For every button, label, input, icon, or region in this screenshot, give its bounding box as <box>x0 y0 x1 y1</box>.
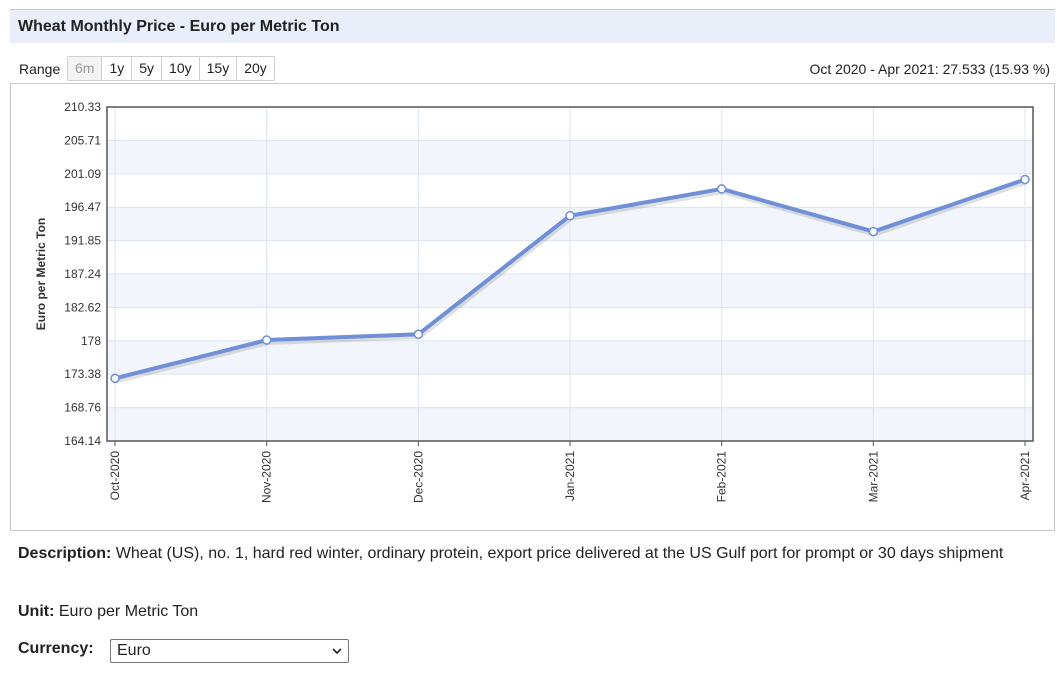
range-label: Range <box>19 61 61 77</box>
x-tick-label: Apr-2021 <box>1018 451 1032 501</box>
currency-select-value: Euro <box>117 642 151 659</box>
chart-frame: 164.14 168.76 173.38 178 182.62 187.24 191.85 1… <box>10 83 1055 531</box>
currency-row: Currency: Euro <box>18 639 349 663</box>
range-10y-button[interactable]: 10y <box>162 57 200 80</box>
y-tick-label: 201.09 <box>64 167 101 181</box>
title-bar: Wheat Monthly Price - Euro per Metric To… <box>10 9 1055 43</box>
y-tick-label: 168.76 <box>64 401 101 415</box>
y-tick-label: 205.71 <box>64 133 101 147</box>
description-label: Description: <box>18 545 112 562</box>
range-15y-button[interactable]: 15y <box>199 57 238 80</box>
y-tick-label: 182.62 <box>64 300 101 314</box>
chevron-down-icon <box>332 648 342 654</box>
data-point <box>413 329 424 340</box>
y-tick-label: 164.14 <box>64 434 101 448</box>
y-tick-label: 187.24 <box>64 267 101 281</box>
data-point <box>261 335 272 345</box>
y-tick-label: 191.85 <box>64 234 101 248</box>
range-1y-button[interactable]: 1y <box>102 57 133 80</box>
unit-text: Euro per Metric Ton <box>54 603 199 620</box>
x-tick-label: Feb-2021 <box>715 451 729 503</box>
x-tick-label: Mar-2021 <box>866 451 880 503</box>
unit: Unit: Euro per Metric Ton <box>18 603 198 621</box>
range-6m-button[interactable]: 6m <box>68 57 103 80</box>
y-tick-label: 173.38 <box>64 367 101 381</box>
range-5y-button[interactable]: 5y <box>132 57 163 80</box>
y-tick-label: 196.47 <box>64 200 101 214</box>
range-button-group: 6m 1y 5y 10y 15y 20y <box>67 56 275 81</box>
y-tick-label: 210.33 <box>64 100 101 114</box>
page-title: Wheat Monthly Price - Euro per Metric To… <box>18 18 340 35</box>
range-summary: Oct 2020 - Apr 2021: 27.533 (15.93 %) <box>809 61 1051 77</box>
x-tick-label: Dec-2020 <box>411 451 425 503</box>
description: Description: Wheat (US), no. 1, hard red… <box>18 541 1038 566</box>
data-point <box>110 373 120 384</box>
y-axis-title: Euro per Metric Ton <box>34 218 48 330</box>
currency-select[interactable]: Euro <box>110 639 349 663</box>
x-tick-label: Nov-2020 <box>260 451 274 503</box>
data-point <box>1020 174 1030 185</box>
description-text: Wheat (US), no. 1, hard red winter, ordi… <box>111 545 1004 562</box>
range-20y-button[interactable]: 20y <box>237 57 274 80</box>
x-tick-label: Oct-2020 <box>108 451 122 501</box>
x-tick-label: Jan-2021 <box>563 451 577 501</box>
currency-label: Currency: <box>18 640 94 657</box>
range-selector: Range 6m 1y 5y 10y 15y 20y Oct 2020 - Ap… <box>10 56 1050 82</box>
y-tick-label: 178 <box>81 334 101 348</box>
unit-label: Unit: <box>18 603 55 620</box>
price-chart: 164.14 168.76 173.38 178 182.62 187.24 191.85 1… <box>34 100 1034 503</box>
data-point <box>565 210 575 221</box>
data-point <box>716 184 727 194</box>
data-point <box>868 226 879 237</box>
